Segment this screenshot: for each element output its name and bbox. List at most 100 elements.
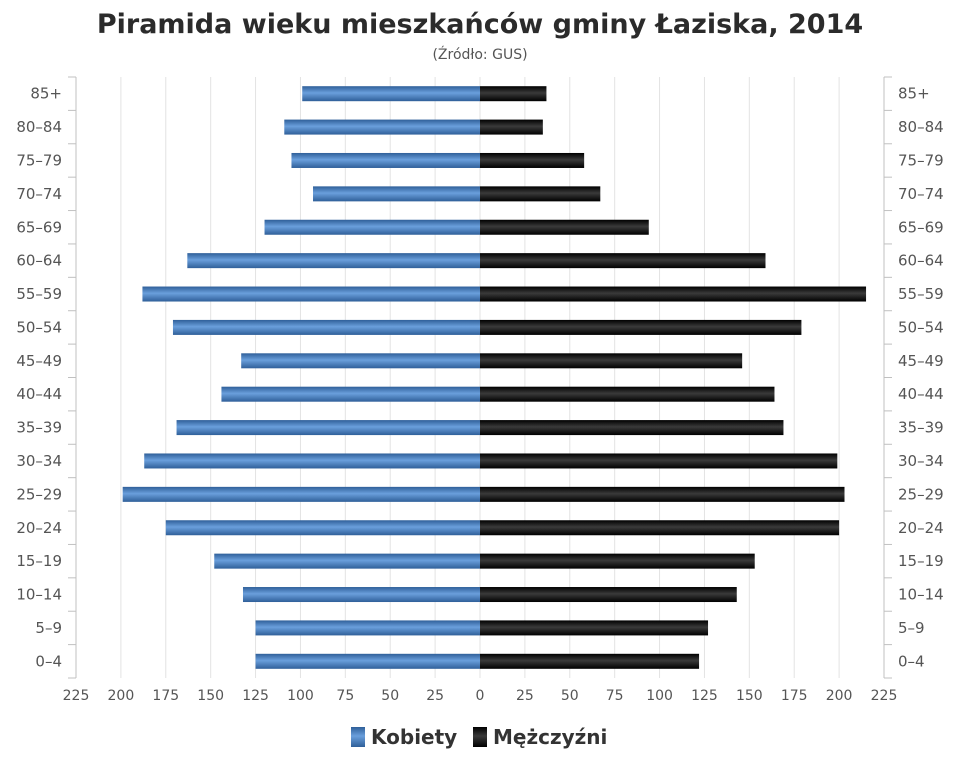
bar-kobiety-75–79[interactable] bbox=[291, 152, 480, 168]
x-tick-label: 75 bbox=[606, 688, 624, 704]
x-tick-label: 50 bbox=[561, 688, 579, 704]
category-label-left: 50–54 bbox=[16, 318, 62, 336]
category-label-right: 70–74 bbox=[898, 185, 944, 203]
bar-mezczyzni-65–69[interactable] bbox=[480, 219, 649, 235]
category-label-right: 45–49 bbox=[898, 352, 944, 370]
bar-mezczyzni-35–39[interactable] bbox=[480, 420, 784, 436]
bar-mezczyzni-75–79[interactable] bbox=[480, 152, 585, 168]
category-label-right: 50–54 bbox=[898, 318, 944, 336]
legend-swatch bbox=[473, 727, 487, 747]
category-label-right: 30–34 bbox=[898, 452, 944, 470]
category-label-right: 55–59 bbox=[898, 285, 944, 303]
bar-mezczyzni-15–19[interactable] bbox=[480, 553, 755, 569]
category-label-left: 5–9 bbox=[35, 619, 62, 637]
bar-kobiety-65–69[interactable] bbox=[264, 219, 480, 235]
category-label-left: 55–59 bbox=[16, 285, 62, 303]
x-tick-label: 50 bbox=[381, 688, 399, 704]
bar-mezczyzni-85+[interactable] bbox=[480, 86, 547, 102]
bar-mezczyzni-55–59[interactable] bbox=[480, 286, 867, 302]
legend-swatch bbox=[351, 727, 365, 747]
bar-kobiety-0–4[interactable] bbox=[255, 653, 480, 669]
bar-mezczyzni-40–44[interactable] bbox=[480, 386, 775, 402]
grid-lines bbox=[75, 77, 885, 678]
legend[interactable]: Kobiety Mężczyźni bbox=[351, 725, 607, 749]
x-tick-label: 150 bbox=[197, 688, 224, 704]
category-label-left: 70–74 bbox=[16, 185, 62, 203]
x-tick-label: 125 bbox=[242, 688, 269, 704]
bar-kobiety-55–59[interactable] bbox=[142, 286, 481, 302]
bar-kobiety-15–19[interactable] bbox=[214, 553, 480, 569]
category-label-right: 5–9 bbox=[898, 619, 925, 637]
x-tick-label: 125 bbox=[691, 688, 718, 704]
category-label-left: 10–14 bbox=[16, 586, 62, 604]
category-label-right: 25–29 bbox=[898, 485, 944, 503]
bar-kobiety-5–9[interactable] bbox=[255, 620, 480, 636]
category-label-right: 75–79 bbox=[898, 151, 944, 169]
bar-kobiety-50–54[interactable] bbox=[172, 319, 480, 335]
category-label-left: 35–39 bbox=[16, 419, 62, 437]
category-label-left: 85+ bbox=[30, 85, 62, 103]
category-label-right: 10–14 bbox=[898, 586, 944, 604]
legend-label: Kobiety bbox=[371, 725, 457, 749]
bar-kobiety-35–39[interactable] bbox=[176, 420, 480, 436]
axes bbox=[68, 76, 892, 679]
category-label-left: 30–34 bbox=[16, 452, 62, 470]
category-label-right: 60–64 bbox=[898, 252, 944, 270]
bar-mezczyzni-50–54[interactable] bbox=[480, 319, 802, 335]
bar-kobiety-85+[interactable] bbox=[302, 86, 480, 102]
bar-mezczyzni-70–74[interactable] bbox=[480, 186, 601, 202]
x-tick-label: 100 bbox=[287, 688, 314, 704]
bar-mezczyzni-45–49[interactable] bbox=[480, 353, 743, 369]
bar-kobiety-45–49[interactable] bbox=[241, 353, 480, 369]
bar-kobiety-10–14[interactable] bbox=[242, 587, 480, 603]
category-label-right: 15–19 bbox=[898, 552, 944, 570]
category-labels: 85+ 85+ 80–84 80–84 75–79 75–79 70–74 70–74 65–6… bbox=[16, 85, 943, 671]
x-tick-label: 225 bbox=[871, 688, 898, 704]
bar-kobiety-25–29[interactable] bbox=[122, 486, 480, 502]
bar-kobiety-70–74[interactable] bbox=[313, 186, 480, 202]
category-label-left: 25–29 bbox=[16, 485, 62, 503]
x-tick-label: 25 bbox=[426, 688, 444, 704]
legend-item-mezczyzni[interactable]: Mężczyźni bbox=[473, 725, 607, 749]
category-label-left: 20–24 bbox=[16, 519, 62, 537]
bar-mezczyzni-60–64[interactable] bbox=[480, 253, 766, 269]
category-label-left: 0–4 bbox=[35, 652, 62, 670]
bar-mezczyzni-30–34[interactable] bbox=[480, 453, 838, 469]
legend-label: Mężczyźni bbox=[493, 725, 607, 749]
x-tick-label: 175 bbox=[152, 688, 179, 704]
x-tick-labels: 225 200 175 150 125 100 75 50 25 0 25 50 75 100 125 150… bbox=[63, 688, 898, 704]
x-tick-label: 200 bbox=[826, 688, 853, 704]
x-tick-label: 225 bbox=[63, 688, 90, 704]
x-tick-label: 175 bbox=[781, 688, 808, 704]
x-tick-label: 100 bbox=[646, 688, 673, 704]
chart-subtitle: (Źródło: GUS) bbox=[432, 45, 527, 63]
bar-kobiety-30–34[interactable] bbox=[144, 453, 480, 469]
bar-mezczyzni-0–4[interactable] bbox=[480, 653, 700, 669]
bar-mezczyzni-5–9[interactable] bbox=[480, 620, 709, 636]
bar-kobiety-40–44[interactable] bbox=[221, 386, 480, 402]
chart-title: Piramida wieku mieszkańców gminy Łaziska… bbox=[97, 9, 863, 40]
category-label-right: 40–44 bbox=[898, 385, 944, 403]
category-label-left: 75–79 bbox=[16, 151, 62, 169]
bar-mezczyzni-20–24[interactable] bbox=[480, 520, 840, 536]
category-label-left: 65–69 bbox=[16, 218, 62, 236]
category-label-right: 80–84 bbox=[898, 118, 944, 136]
category-label-right: 0–4 bbox=[898, 652, 925, 670]
bar-kobiety-60–64[interactable] bbox=[187, 253, 480, 269]
bars bbox=[122, 86, 867, 669]
x-tick-label: 200 bbox=[108, 688, 135, 704]
category-label-left: 80–84 bbox=[16, 118, 62, 136]
bar-kobiety-80–84[interactable] bbox=[284, 119, 480, 135]
x-tick-label: 150 bbox=[736, 688, 763, 704]
bar-kobiety-20–24[interactable] bbox=[165, 520, 480, 536]
category-label-left: 15–19 bbox=[16, 552, 62, 570]
legend-item-kobiety[interactable]: Kobiety bbox=[351, 725, 457, 749]
x-tick-label: 0 bbox=[476, 688, 485, 704]
x-tick-label: 25 bbox=[516, 688, 534, 704]
bar-mezczyzni-80–84[interactable] bbox=[480, 119, 543, 135]
category-label-right: 20–24 bbox=[898, 519, 944, 537]
category-label-left: 60–64 bbox=[16, 252, 62, 270]
bar-mezczyzni-10–14[interactable] bbox=[480, 587, 737, 603]
bar-mezczyzni-25–29[interactable] bbox=[480, 486, 845, 502]
